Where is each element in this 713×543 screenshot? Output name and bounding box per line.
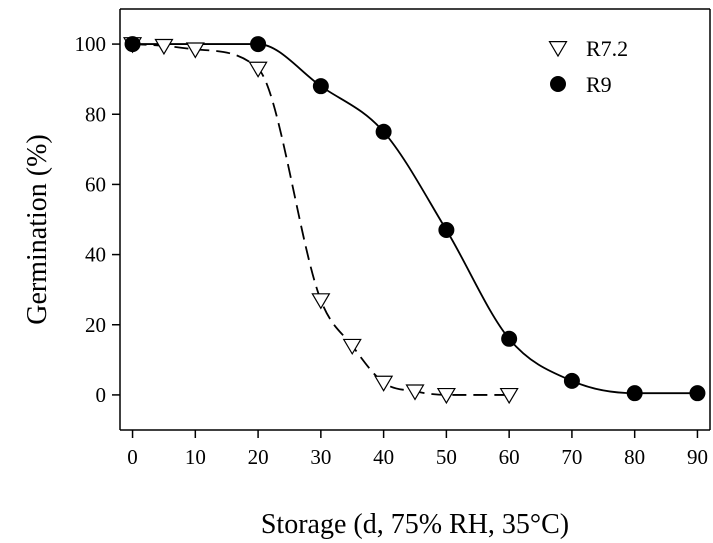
data-point-r9 — [626, 385, 643, 402]
y-ticks: 0 20 40 60 80 100 — [75, 32, 120, 407]
legend-label-r72: R7.2 — [586, 36, 628, 61]
data-point-r72 — [374, 375, 394, 392]
x-tick-label: 70 — [561, 445, 582, 469]
legend-marker-triangle-icon — [548, 41, 568, 58]
fit-curve-r9 — [132, 43, 698, 395]
legend-marker-circle-icon — [550, 76, 566, 92]
y-tick-label: 80 — [85, 102, 106, 126]
data-point-r72 — [436, 387, 456, 405]
legend-triangle-shape — [548, 41, 568, 58]
x-tick-label: 80 — [624, 445, 645, 469]
fit-curve-r72 — [132, 43, 510, 396]
x-tick-label: 30 — [310, 445, 331, 469]
y-tick-label: 40 — [85, 243, 106, 267]
data-point-r9 — [689, 385, 706, 402]
x-ticks: 0 10 20 30 40 50 60 70 80 90 — [127, 430, 708, 469]
data-point-r9 — [250, 36, 267, 53]
legend-item-r9: R9 — [550, 72, 612, 97]
x-tick-label: 20 — [248, 445, 269, 469]
data-point-r72 — [248, 61, 268, 78]
data-point-r9 — [124, 36, 141, 53]
data-point-r9 — [563, 372, 580, 389]
data-points — [123, 36, 706, 405]
legend: R7.2 R9 — [548, 36, 628, 97]
y-axis-title: Germination (%) — [22, 134, 53, 325]
data-point-r72 — [154, 38, 174, 56]
data-point-r9 — [375, 123, 392, 140]
data-point-r72 — [342, 338, 362, 356]
axes — [119, 8, 711, 431]
x-tick-label: 90 — [687, 445, 708, 469]
data-point-r72 — [405, 384, 425, 401]
legend-circle-shape — [550, 76, 566, 92]
fit-curves — [132, 43, 698, 396]
data-point-r9 — [312, 78, 329, 95]
data-point-r9 — [501, 330, 518, 347]
x-tick-label: 60 — [499, 445, 520, 469]
y-tick-label: 60 — [85, 172, 106, 196]
x-axis-title: Storage (d, 75% RH, 35°C) — [261, 509, 569, 540]
x-tick-label: 40 — [373, 445, 394, 469]
data-point-r72 — [311, 293, 331, 310]
y-tick-label: 100 — [75, 32, 107, 56]
y-tick-label: 20 — [85, 313, 106, 337]
x-tick-label: 50 — [436, 445, 457, 469]
legend-item-r72: R7.2 — [548, 36, 628, 61]
x-tick-label: 0 — [127, 445, 138, 469]
data-point-r9 — [438, 222, 455, 239]
data-point-r72 — [499, 387, 519, 405]
legend-label-r9: R9 — [586, 72, 612, 97]
data-point-r72 — [185, 42, 205, 59]
y-tick-label: 0 — [96, 383, 107, 407]
x-tick-label: 10 — [185, 445, 206, 469]
